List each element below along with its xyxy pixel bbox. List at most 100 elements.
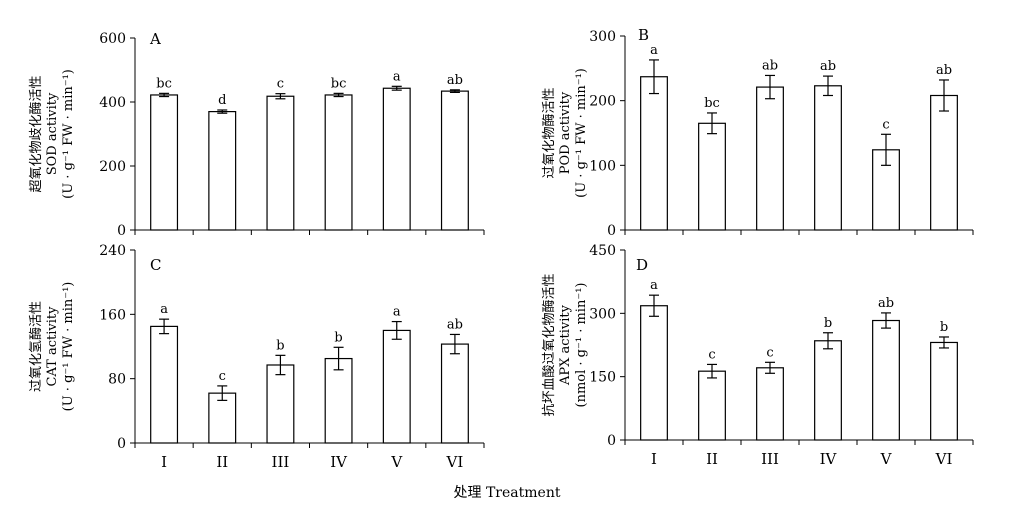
y-tick-label: 400 [99,95,126,111]
bar [640,305,668,441]
y-axis-label: 过氧化物酶活性POD activity(U · g⁻¹ FW · min⁻¹) [541,68,589,198]
y-axis-label-line: SOD activity [45,92,60,175]
significance-label: a [650,278,658,293]
bar [208,392,237,444]
y-tick-label: 600 [99,31,126,47]
bar [756,367,784,441]
bar [698,370,726,441]
bar [698,122,726,231]
bar [640,76,668,231]
y-tick-label: 100 [589,158,616,174]
y-tick-label: 0 [607,433,616,449]
y-axis-label-line: 抗坏血酸过氧化物酶活性 [541,273,557,416]
y-tick-label: 300 [589,306,616,322]
significance-label: ab [762,58,778,73]
bar [266,364,295,444]
category-label: III [761,450,779,468]
bar [930,341,958,441]
y-axis-label-line: APX activity [558,304,573,386]
y-axis-label-line: CAT activity [45,306,60,387]
category-label: II [706,450,718,468]
significance-label: b [334,330,342,345]
category-label: IV [820,450,838,468]
significance-label: bc [704,96,720,111]
y-axis-label-line: (nmol · g⁻¹ · min⁻¹) [574,283,589,408]
bar [150,94,179,231]
bar [814,340,842,441]
y-tick-label: 200 [589,94,616,110]
significance-label: c [708,347,715,362]
y-axis-label-line: 过氧化物酶活性 [541,87,557,178]
y-tick-label: 160 [99,307,126,323]
significance-label: a [650,43,658,58]
significance-label: b [940,320,948,335]
significance-label: ab [447,73,463,88]
chart-panel-c: 0 80 160 240 a Ic II b III b IV a Vab VI C 过氧化氢酶活性CAT a… [28,243,485,471]
bar [814,85,842,231]
significance-label: c [766,345,773,360]
category-label: VI [446,453,464,471]
significance-label: b [824,316,832,331]
chart-panel-d: 0 150 300 450 a Ic II c III b IV ab Vb VI D 抗坏血酸过氧化物酶活性… [541,243,974,468]
bar [324,357,353,444]
y-tick-label: 150 [589,370,616,386]
significance-label: b [276,338,284,353]
category-label: V [390,453,403,471]
bar [266,95,295,231]
bar [440,343,469,444]
bar [756,86,784,231]
y-tick-label: 200 [99,159,126,175]
y-axis-label-line: (U · g⁻¹ FW · min⁻¹) [574,68,589,198]
bar [208,110,237,231]
y-axis-label: 超氧化物歧化酶活性SOD activity(U · g⁻¹ FW · min⁻¹… [28,69,76,199]
y-tick-label: 0 [117,223,126,239]
bar [324,94,353,231]
category-label: I [651,450,657,468]
significance-label: d [218,93,226,108]
bar [872,319,900,441]
category-label: VI [935,450,953,468]
significance-label: a [160,302,168,317]
y-axis-label-line: 超氧化物歧化酶活性 [28,75,44,192]
y-axis-label: 过氧化氢酶活性CAT activity(U · g⁻¹ FW · min⁻¹) [28,282,76,412]
y-tick-label: 0 [607,223,616,239]
bar [930,94,958,231]
significance-label: a [393,305,401,320]
panel-letter: B [638,26,649,44]
category-label: I [161,453,167,471]
significance-label: a [393,69,401,84]
significance-label: ab [936,63,952,78]
y-axis-label: 抗坏血酸过氧化物酶活性APX activity(nmol · g⁻¹ · min… [541,273,589,416]
x-axis-title: 处理 Treatment [454,485,561,501]
y-tick-label: 240 [99,243,126,259]
y-tick-label: 0 [117,436,126,452]
significance-label: ab [820,59,836,74]
y-axis-label-line: (U · g⁻¹ FW · min⁻¹) [61,282,76,412]
panel-letter: A [149,30,161,48]
bar [440,90,469,231]
significance-label: c [882,117,889,132]
bar [382,87,411,231]
y-tick-label: 80 [108,372,126,388]
bar [382,329,411,444]
significance-label: ab [447,317,463,332]
y-tick-label: 450 [589,243,616,259]
significance-label: c [277,77,284,92]
panel-letter: C [150,256,161,274]
category-label: III [272,453,290,471]
significance-label: ab [878,296,894,311]
y-axis-label-line: (U · g⁻¹ FW · min⁻¹) [61,69,76,199]
y-axis-label-line: POD activity [558,91,573,174]
y-tick-label: 300 [589,29,616,45]
bar [150,325,179,444]
chart-panel-a: 0 200 400 600 bc d c bc a ab A 超氧化物歧化酶活性SOD activit… [28,30,485,239]
significance-label: c [219,369,226,384]
category-label: V [880,450,893,468]
panel-letter: D [636,256,648,274]
category-label: II [216,453,228,471]
significance-label: bc [156,76,172,91]
category-label: IV [330,453,348,471]
y-axis-label-line: 过氧化氢酶活性 [28,301,44,392]
